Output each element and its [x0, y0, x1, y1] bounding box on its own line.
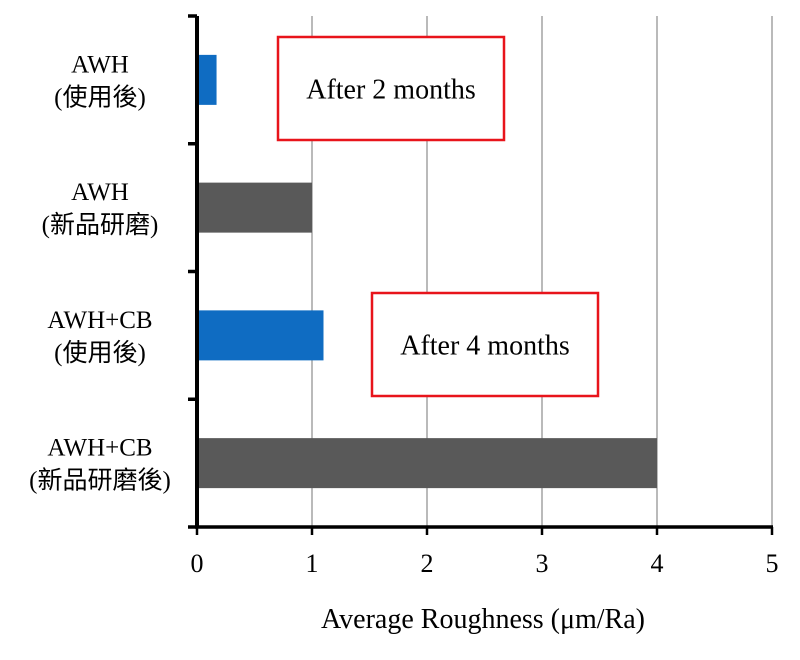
- category-label: AWH+CB: [47, 435, 152, 462]
- x-tick-label: 0: [191, 549, 204, 578]
- annotation-box: [276, 35, 506, 142]
- x-tick-label: 1: [306, 549, 319, 578]
- bar: [197, 310, 324, 361]
- x-tick-labels: 0 1 2 3 4 5: [191, 549, 779, 578]
- category-label: AWH+CB: [47, 307, 152, 334]
- annotation-text: After 4 months: [400, 331, 570, 362]
- category-label: (新品研磨): [42, 211, 159, 239]
- annotations: After 2 months After 4 months: [276, 35, 600, 398]
- category-labels: AWH (使用後) AWH (新品研磨) AWH+CB (使用後) AWH+CB (新品研磨後…: [29, 51, 171, 494]
- bars: [197, 54, 657, 489]
- x-tick-label: 5: [766, 549, 779, 578]
- bar: [197, 54, 217, 105]
- annotation-box: [370, 291, 600, 398]
- category-label: (使用後): [54, 83, 146, 111]
- axes: [188, 14, 774, 535]
- category-label: AWH: [71, 179, 129, 206]
- x-axis-label: Average Roughness (μm/Ra): [321, 604, 645, 635]
- x-tick-label: 3: [536, 549, 549, 578]
- x-tick-label: 4: [651, 549, 664, 578]
- bar: [197, 438, 657, 489]
- category-label: (新品研磨後): [29, 467, 171, 495]
- annotation-text: After 2 months: [306, 75, 476, 106]
- category-label: AWH: [71, 51, 129, 78]
- bar: [197, 182, 312, 233]
- category-label: (使用後): [54, 339, 146, 367]
- x-tick-label: 2: [421, 549, 434, 578]
